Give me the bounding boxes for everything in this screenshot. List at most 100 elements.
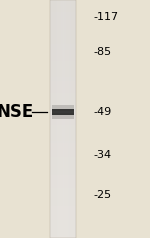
Bar (50, 36, 76, 38)
Bar (50, 2, 76, 4)
Bar (50, 220, 76, 222)
Bar (50, 196, 76, 198)
Bar (50, 60, 76, 61)
Bar (50, 28, 76, 30)
Bar (50, 52, 76, 54)
Bar (50, 107, 76, 109)
Bar (50, 79, 76, 81)
Bar (50, 105, 76, 107)
Bar (61, 0, 62, 238)
Bar (50, 200, 76, 202)
Bar (50, 16, 76, 18)
Text: -34: -34 (93, 150, 111, 160)
Bar (50, 69, 76, 71)
Bar (53, 0, 54, 238)
Bar (50, 38, 76, 40)
Text: -117: -117 (93, 12, 118, 22)
Bar (50, 206, 76, 208)
Text: -49: -49 (93, 107, 111, 117)
Bar (50, 133, 76, 135)
Bar (50, 167, 76, 169)
Bar (50, 192, 76, 194)
Bar (50, 155, 76, 157)
Bar (51, 0, 52, 238)
Bar (50, 135, 76, 137)
Bar (64, 0, 65, 238)
Text: -25: -25 (93, 190, 111, 200)
Bar (50, 214, 76, 216)
Bar (50, 198, 76, 200)
Text: NSE: NSE (0, 103, 34, 121)
Bar (71, 0, 72, 238)
Bar (50, 61, 76, 64)
Bar (63, 0, 64, 238)
Bar (50, 228, 76, 230)
Bar (50, 73, 76, 75)
Bar (50, 186, 76, 188)
Bar (50, 85, 76, 87)
Bar (50, 188, 76, 190)
Bar (50, 81, 76, 83)
Text: -85: -85 (93, 47, 111, 57)
Bar (50, 121, 76, 123)
Bar (50, 34, 76, 36)
Bar (50, 103, 76, 105)
Bar (50, 10, 76, 12)
Bar (55, 0, 56, 238)
Bar (50, 212, 76, 214)
Bar (50, 169, 76, 171)
Bar (59, 0, 60, 238)
Bar (50, 127, 76, 129)
Bar (50, 91, 76, 93)
Bar (50, 95, 76, 97)
Bar (54, 0, 55, 238)
Bar (50, 177, 76, 178)
Bar (56, 0, 57, 238)
Bar (50, 178, 76, 180)
Bar (57, 0, 58, 238)
Bar (50, 180, 76, 183)
Bar (50, 113, 76, 115)
Bar (50, 117, 76, 119)
Bar (50, 123, 76, 125)
Bar (50, 173, 76, 174)
Bar (50, 236, 76, 238)
Bar (50, 54, 76, 55)
Bar (50, 20, 76, 22)
Bar (50, 0, 51, 238)
Bar (52, 104, 74, 111)
Bar (50, 171, 76, 173)
Bar (50, 6, 76, 8)
Bar (72, 0, 73, 238)
Bar (62, 0, 63, 238)
Bar (50, 75, 76, 77)
Bar (50, 125, 76, 127)
Bar (50, 26, 76, 28)
Bar (50, 204, 76, 206)
Bar (75, 0, 76, 238)
Bar (50, 22, 76, 24)
Bar (50, 55, 76, 58)
Bar (50, 119, 76, 121)
Bar (50, 163, 76, 165)
Bar (50, 183, 76, 184)
Bar (50, 58, 76, 60)
Bar (50, 0, 76, 238)
Bar (50, 157, 76, 159)
Bar (50, 24, 76, 26)
Bar (50, 99, 76, 101)
Bar (50, 131, 76, 133)
Bar (69, 0, 70, 238)
Bar (50, 0, 76, 2)
Bar (50, 159, 76, 161)
Bar (50, 14, 76, 16)
Bar (50, 141, 76, 143)
Bar (50, 93, 76, 95)
Bar (50, 137, 76, 139)
Bar (50, 65, 76, 67)
Bar (50, 64, 76, 65)
Bar (50, 4, 76, 6)
Bar (50, 71, 76, 73)
Bar (50, 87, 76, 89)
Bar (50, 165, 76, 167)
